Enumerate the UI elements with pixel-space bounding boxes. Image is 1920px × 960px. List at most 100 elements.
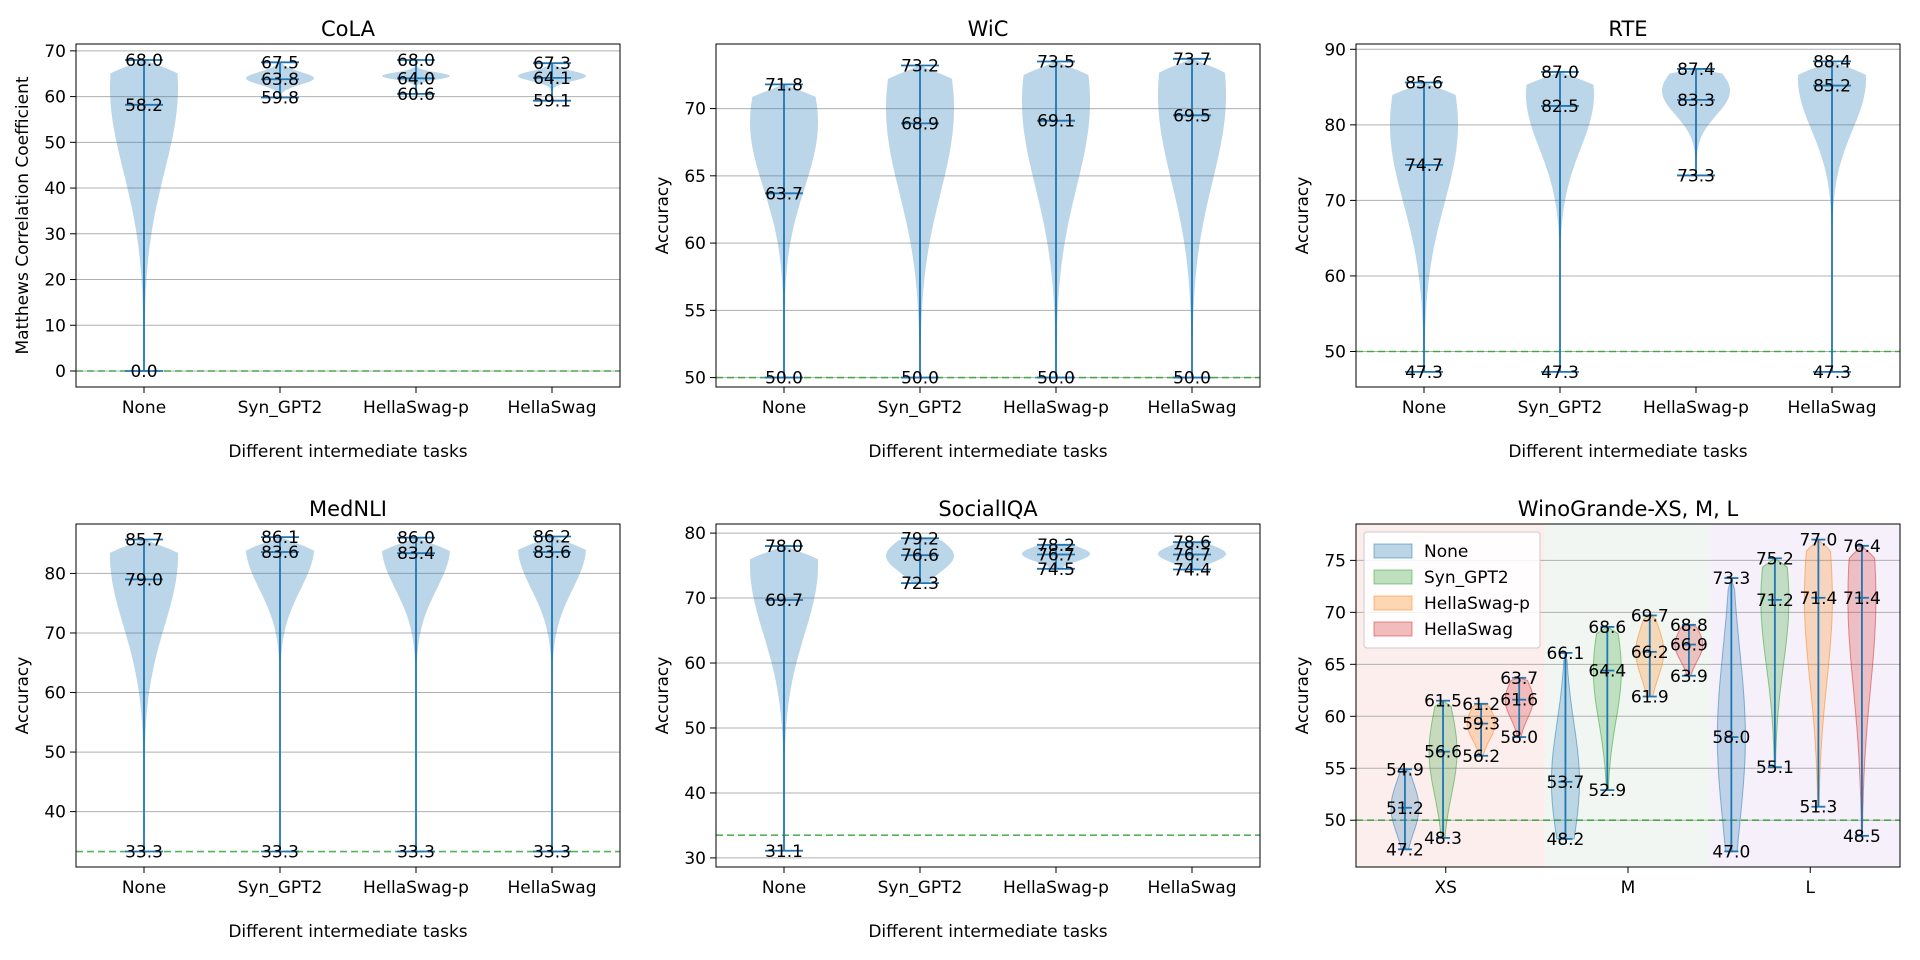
- y-tick-label: 30: [684, 849, 706, 869]
- y-tick-label: 70: [684, 589, 706, 609]
- data-label: 68.0: [397, 51, 435, 71]
- y-tick-label: 80: [1324, 116, 1346, 136]
- data-label: 47.3: [1813, 363, 1851, 383]
- data-label: 86.1: [261, 528, 299, 548]
- y-tick-label: 50: [44, 133, 66, 153]
- data-label: 87.4: [1677, 60, 1715, 80]
- data-label: 78.2: [1037, 536, 1075, 556]
- data-label: 74.7: [1405, 156, 1443, 176]
- y-axis-label: Accuracy: [653, 657, 673, 735]
- x-axis-label: Different intermediate tasks: [228, 922, 467, 942]
- data-label: 51.3: [1799, 798, 1837, 818]
- data-label: 59.3: [1462, 715, 1500, 735]
- y-tick-label: 40: [44, 179, 66, 199]
- y-tick-label: 65: [684, 167, 706, 187]
- y-tick-label: 70: [684, 100, 706, 120]
- data-label: 71.8: [765, 75, 803, 95]
- data-label: 83.4: [397, 544, 435, 564]
- data-label: 73.3: [1712, 569, 1750, 589]
- data-label: 66.9: [1670, 636, 1708, 656]
- data-label: 68.6: [1588, 618, 1626, 638]
- data-label: 48.2: [1547, 830, 1585, 850]
- data-label: 47.3: [1405, 363, 1443, 383]
- data-label: 58.0: [1712, 728, 1750, 748]
- x-tick-label: HellaSwag-p: [1643, 398, 1749, 418]
- x-tick-label: HellaSwag: [507, 398, 596, 418]
- data-label: 50.0: [1037, 369, 1075, 389]
- data-label: 33.3: [125, 843, 163, 863]
- panel-title: RTE: [1608, 17, 1647, 41]
- y-tick-label: 60: [1324, 707, 1346, 727]
- x-tick-label: Syn_GPT2: [878, 398, 963, 418]
- data-label: 85.7: [125, 530, 163, 550]
- axes-frame: [715, 43, 1261, 388]
- y-tick-label: 90: [1324, 40, 1346, 60]
- data-label: 31.1: [765, 842, 803, 862]
- y-tick-label: 70: [1324, 603, 1346, 623]
- x-tick-label: HellaSwag: [1147, 878, 1236, 898]
- legend-swatch: [1373, 569, 1413, 585]
- x-tick-label: HellaSwag: [1147, 398, 1236, 418]
- data-label: 48.5: [1843, 827, 1881, 847]
- panel-title: SocialIQA: [938, 497, 1038, 521]
- y-tick-label: 75: [1324, 551, 1346, 571]
- data-label: 47.2: [1386, 840, 1424, 860]
- x-tick-label: Syn_GPT2: [878, 878, 963, 898]
- x-tick-label: HellaSwag: [507, 878, 596, 898]
- y-axis-label: Accuracy: [1293, 177, 1313, 255]
- data-label: 68.0: [125, 51, 163, 71]
- axes-frame: [75, 43, 621, 388]
- legend-label: HellaSwag: [1424, 620, 1513, 640]
- data-label: 83.3: [1677, 91, 1715, 111]
- data-label: 85.2: [1813, 77, 1851, 97]
- data-label: 50.0: [765, 369, 803, 389]
- y-axis-label: Matthews Correlation Coefficient: [13, 76, 33, 354]
- data-label: 61.9: [1631, 688, 1669, 708]
- data-label: 33.3: [261, 843, 299, 863]
- y-tick-label: 60: [684, 234, 706, 254]
- data-label: 69.7: [765, 591, 803, 611]
- x-tick-label: HellaSwag-p: [363, 878, 469, 898]
- band-m: [1544, 524, 1711, 867]
- x-tick-label: HellaSwag-p: [1003, 878, 1109, 898]
- data-label: 66.2: [1631, 643, 1669, 663]
- y-tick-label: 40: [684, 784, 706, 804]
- x-tick-label: Syn_GPT2: [238, 878, 323, 898]
- data-label: 47.0: [1712, 842, 1750, 862]
- x-tick-label: HellaSwag-p: [1003, 398, 1109, 418]
- data-label: 77.0: [1799, 531, 1837, 551]
- y-tick-label: 50: [684, 719, 706, 739]
- y-tick-label: 80: [684, 524, 706, 544]
- data-label: 69.7: [1631, 606, 1669, 626]
- data-label: 79.0: [125, 570, 163, 590]
- legend-swatch: [1373, 543, 1413, 559]
- data-label: 76.7: [1173, 546, 1211, 566]
- y-tick-label: 60: [684, 654, 706, 674]
- y-axis-label: Accuracy: [13, 657, 33, 735]
- x-tick-label: XS: [1435, 878, 1457, 898]
- y-tick-label: 60: [1324, 267, 1346, 287]
- data-label: 88.4: [1813, 52, 1851, 72]
- data-label: 48.3: [1424, 829, 1462, 849]
- data-label: 82.5: [1541, 97, 1579, 117]
- y-tick-label: 50: [684, 369, 706, 389]
- y-tick-label: 50: [1324, 811, 1346, 831]
- data-label: 64.0: [397, 69, 435, 89]
- data-label: 66.1: [1547, 644, 1585, 664]
- data-label: 63.8: [261, 70, 299, 90]
- data-label: 47.3: [1541, 363, 1579, 383]
- x-axis-label: Different intermediate tasks: [1508, 442, 1747, 462]
- data-label: 76.6: [901, 546, 939, 566]
- x-tick-label: L: [1805, 878, 1815, 898]
- x-tick-label: HellaSwag: [1787, 398, 1876, 418]
- data-label: 54.9: [1386, 760, 1424, 780]
- axes-frame: [715, 523, 1261, 868]
- data-label: 73.2: [901, 57, 939, 77]
- y-tick-label: 55: [684, 301, 706, 321]
- data-label: 74.4: [1173, 560, 1211, 580]
- y-tick-label: 50: [1324, 342, 1346, 362]
- legend-label: HellaSwag-p: [1424, 594, 1530, 614]
- data-label: 73.5: [1037, 52, 1075, 72]
- x-tick-label: HellaSwag-p: [363, 398, 469, 418]
